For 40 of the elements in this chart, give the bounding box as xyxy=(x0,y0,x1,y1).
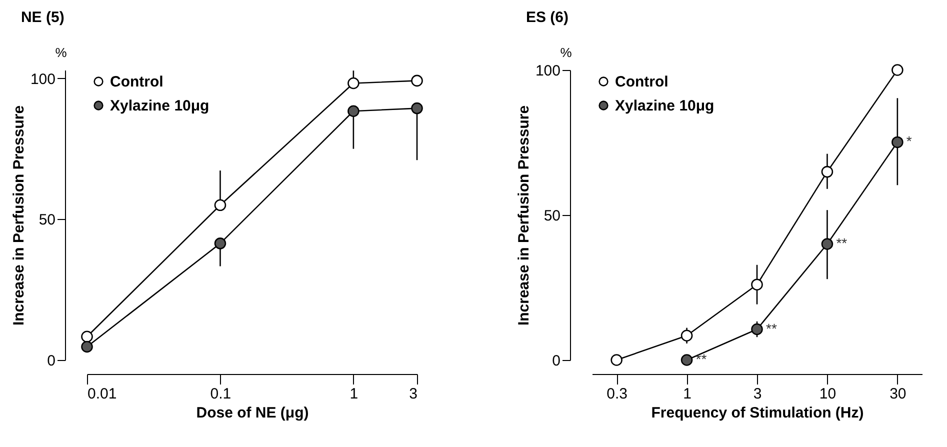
point xyxy=(610,354,622,366)
legend-label: Xylazine 10μg xyxy=(615,98,714,114)
annotation: ** xyxy=(696,351,708,367)
legend-label: Control xyxy=(615,74,668,90)
y-tick-label: 50 xyxy=(544,208,560,224)
y-axis-title: Increase in Perfusion Pressure xyxy=(515,105,532,326)
x-tick-label: 1 xyxy=(350,386,358,402)
y-tick-label: 100 xyxy=(535,62,560,80)
x-tick-label: 3 xyxy=(409,386,418,402)
point xyxy=(680,330,693,342)
y-axis-title: Increase in Perfusion Pressure xyxy=(10,105,28,326)
legend-label: Control xyxy=(110,74,164,90)
point xyxy=(680,354,693,366)
point xyxy=(751,323,763,336)
point xyxy=(821,166,834,178)
x-tick-label: 3 xyxy=(753,386,762,402)
point xyxy=(821,238,834,250)
text: % xyxy=(560,45,572,60)
annotation: ** xyxy=(766,320,778,336)
chart-title: ES (6) xyxy=(526,9,568,26)
point xyxy=(751,278,763,290)
point xyxy=(892,136,904,148)
x-tick-label: 0.3 xyxy=(606,386,628,402)
y-tick-label: 50 xyxy=(38,212,56,229)
y-tick-label: 100 xyxy=(30,70,56,88)
x-tick-label: 0.01 xyxy=(88,386,117,402)
annotation: ** xyxy=(836,235,848,251)
x-tick-label: 30 xyxy=(890,386,906,402)
x-tick-label: 0.1 xyxy=(210,386,232,402)
chart-title: NE (5) xyxy=(20,9,64,26)
legend-label: Xylazine 10μg xyxy=(110,98,210,114)
annotation: * xyxy=(906,133,912,150)
x-tick-label: 10 xyxy=(819,386,836,402)
point xyxy=(892,64,904,76)
x-axis-title: Frequency of Stimulation (Hz) xyxy=(651,404,864,422)
text: % xyxy=(55,45,68,60)
y-tick-label: 0 xyxy=(47,352,56,370)
y-tick-label: 0 xyxy=(552,352,560,370)
x-axis-title: Dose of NE (μg) xyxy=(196,404,309,422)
x-tick-label: 1 xyxy=(683,386,692,402)
